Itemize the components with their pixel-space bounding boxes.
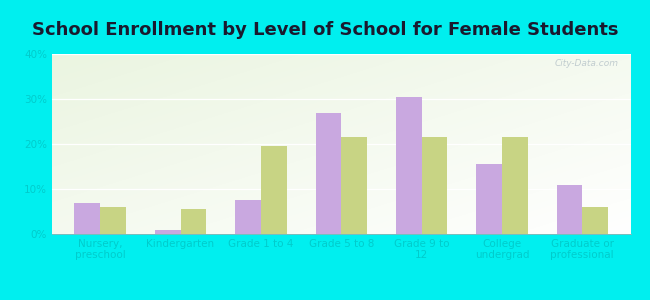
Bar [396, 97, 422, 234]
Bar [556, 184, 582, 234]
Bar [476, 164, 502, 234]
Bar [155, 230, 181, 234]
Bar [235, 200, 261, 234]
Bar [261, 146, 287, 234]
Bar [315, 112, 341, 234]
Text: City-Data.com: City-Data.com [555, 59, 619, 68]
Bar [75, 202, 100, 234]
Bar [100, 207, 126, 234]
Bar [582, 207, 608, 234]
Text: School Enrollment by Level of School for Female Students: School Enrollment by Level of School for… [32, 21, 618, 39]
Bar [181, 209, 206, 234]
Bar [341, 137, 367, 234]
Bar [502, 137, 528, 234]
Bar [422, 137, 447, 234]
